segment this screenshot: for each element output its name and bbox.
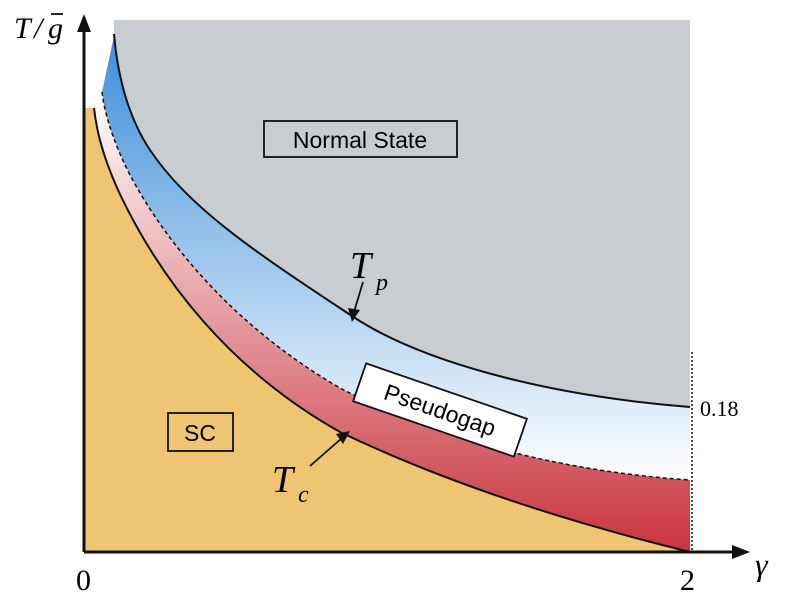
- pseudogap-label-group: Pseudogap: [351, 362, 529, 458]
- sc-region: [84, 108, 690, 552]
- y-axis-label-slash: /: [32, 12, 45, 45]
- x-axis-arrow: [732, 545, 750, 559]
- tp-label-main: T: [350, 245, 374, 287]
- y-value-018: 0.18: [700, 396, 739, 421]
- y-axis-label-g: g: [48, 12, 63, 45]
- tc-label-sub: c: [298, 482, 309, 508]
- tp-arrow: [353, 281, 364, 313]
- x-tick-0: 0: [76, 564, 91, 597]
- y-axis-arrow: [77, 14, 91, 32]
- tc-label-main: T: [272, 459, 296, 501]
- pseudogap-lower-band: [94, 92, 690, 552]
- normal-state-region: [114, 20, 690, 407]
- sc-label: SC: [184, 420, 216, 446]
- tp-label-sub: p: [374, 270, 388, 296]
- normal-state-label: Normal State: [293, 127, 427, 153]
- x-tick-2: 2: [680, 564, 695, 597]
- pseudogap-box: [351, 362, 529, 458]
- crossover-dashed-line: [101, 91, 691, 481]
- x-axis-label: γ: [755, 546, 769, 582]
- tc-arrow: [309, 437, 343, 467]
- y-axis-label-t: T: [14, 12, 33, 45]
- tp-curve: [113, 33, 691, 408]
- tp-arrowhead: [348, 308, 360, 322]
- tc-curve: [93, 107, 691, 553]
- tc-arrowhead: [336, 431, 350, 444]
- sc-box: [167, 412, 234, 452]
- normal-state-box: [263, 120, 458, 158]
